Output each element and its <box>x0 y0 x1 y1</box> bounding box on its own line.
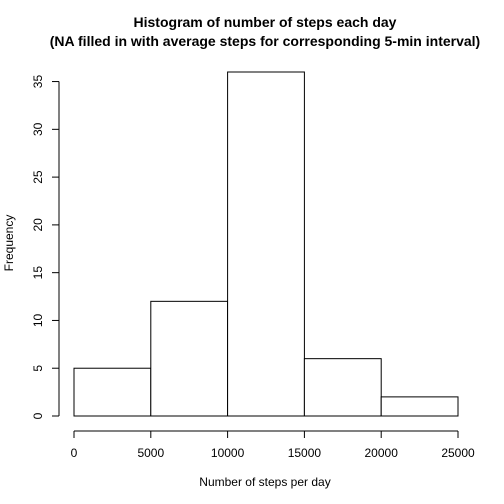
y-tick-label: 20 <box>31 218 45 232</box>
y-tick-label: 35 <box>31 75 45 89</box>
x-axis-label: Number of steps per day <box>199 475 330 489</box>
x-axis: 0 5000 10000 15000 20000 25000 <box>71 430 475 460</box>
x-tick-label: 10000 <box>211 446 245 460</box>
y-tick-label: 15 <box>31 266 45 280</box>
y-tick-label: 0 <box>31 412 45 419</box>
y-axis: 0 5 10 15 20 25 30 35 <box>31 75 60 419</box>
y-tick-label: 30 <box>31 122 45 136</box>
y-axis-ticks: 0 5 10 15 20 25 30 35 <box>31 75 59 419</box>
y-tick-label: 10 <box>31 313 45 327</box>
histogram-bar-1 <box>150 300 229 417</box>
x-tick-label: 25000 <box>441 446 475 460</box>
x-tick-label: 5000 <box>137 446 164 460</box>
histogram-bar-2 <box>227 71 305 417</box>
y-tick-label: 25 <box>31 170 45 184</box>
y-axis-label: Frequency <box>2 215 16 272</box>
chart-title: Histogram of number of steps each day <box>134 14 397 30</box>
x-tick-label: 20000 <box>365 446 399 460</box>
y-tick-label: 5 <box>31 365 45 372</box>
histogram-bar-0 <box>73 367 152 417</box>
histogram-bar-3 <box>303 358 382 417</box>
x-tick-label: 0 <box>71 446 78 460</box>
x-tick-label: 15000 <box>288 446 322 460</box>
x-axis-ticks: 0 5000 10000 15000 20000 25000 <box>71 431 475 460</box>
histogram-bar-4 <box>380 396 459 417</box>
histogram-bars <box>73 71 459 417</box>
chart-subtitle: (NA filled in with average steps for cor… <box>50 33 480 49</box>
